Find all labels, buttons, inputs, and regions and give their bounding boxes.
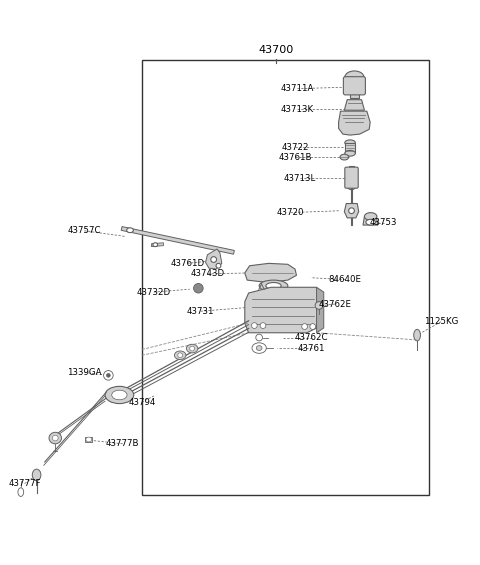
Ellipse shape [174, 351, 186, 359]
Text: 43711A: 43711A [281, 84, 314, 93]
Ellipse shape [260, 323, 266, 328]
Ellipse shape [211, 257, 216, 262]
Polygon shape [245, 263, 297, 282]
Polygon shape [121, 227, 234, 254]
Bar [350, 92, 359, 98]
Polygon shape [152, 243, 163, 246]
Ellipse shape [107, 373, 110, 377]
Ellipse shape [364, 212, 377, 220]
Ellipse shape [252, 323, 257, 328]
Ellipse shape [252, 343, 266, 353]
Polygon shape [344, 203, 359, 218]
Bar [85, 437, 92, 442]
Text: 43753: 43753 [370, 218, 397, 227]
Text: 43722: 43722 [281, 142, 309, 151]
Ellipse shape [105, 386, 134, 403]
Text: 84640E: 84640E [329, 275, 362, 284]
FancyBboxPatch shape [345, 167, 358, 188]
Text: 43700: 43700 [258, 45, 294, 55]
Ellipse shape [186, 344, 198, 353]
Text: 43713L: 43713L [284, 173, 316, 182]
Polygon shape [317, 287, 324, 333]
Ellipse shape [49, 432, 61, 444]
Ellipse shape [266, 282, 281, 289]
FancyBboxPatch shape [343, 77, 365, 95]
Ellipse shape [190, 346, 194, 351]
Polygon shape [245, 287, 322, 333]
Text: 43743D: 43743D [191, 270, 225, 279]
Ellipse shape [340, 154, 348, 160]
Polygon shape [344, 99, 364, 110]
Ellipse shape [348, 208, 354, 214]
Ellipse shape [52, 435, 58, 441]
Text: 43757C: 43757C [68, 227, 101, 235]
Text: 43777F: 43777F [8, 479, 41, 488]
Ellipse shape [18, 488, 24, 497]
Bar [350, 187, 352, 225]
Text: 1339GA: 1339GA [67, 368, 102, 377]
Text: 1125KG: 1125KG [424, 317, 458, 326]
Text: 43761: 43761 [298, 344, 325, 353]
Text: 43794: 43794 [128, 398, 156, 407]
Ellipse shape [310, 324, 316, 329]
Ellipse shape [414, 329, 420, 341]
Ellipse shape [345, 140, 355, 146]
Ellipse shape [216, 263, 221, 268]
Text: 43777B: 43777B [106, 440, 140, 448]
Polygon shape [205, 249, 222, 269]
Ellipse shape [315, 302, 323, 309]
Ellipse shape [32, 469, 41, 481]
Ellipse shape [345, 71, 364, 84]
Ellipse shape [104, 371, 113, 380]
Ellipse shape [178, 353, 182, 358]
Text: 43761D: 43761D [170, 259, 204, 268]
Text: 43762E: 43762E [318, 299, 351, 308]
Ellipse shape [86, 437, 92, 442]
Polygon shape [338, 111, 370, 135]
Ellipse shape [193, 284, 203, 293]
Ellipse shape [366, 219, 375, 225]
Text: 43713K: 43713K [281, 105, 314, 114]
Text: 43731: 43731 [187, 307, 215, 316]
Text: 43732D: 43732D [137, 288, 171, 297]
Text: 43720: 43720 [277, 208, 304, 217]
Bar [142, 60, 429, 496]
Ellipse shape [347, 206, 356, 215]
Polygon shape [363, 216, 378, 225]
Ellipse shape [127, 228, 133, 233]
Text: 43762C: 43762C [295, 333, 328, 342]
Ellipse shape [256, 334, 263, 341]
Ellipse shape [256, 346, 262, 350]
Ellipse shape [302, 324, 308, 329]
Ellipse shape [112, 390, 127, 400]
Ellipse shape [345, 150, 355, 156]
Bar [345, 143, 355, 153]
Bar [349, 166, 354, 168]
Text: 43761B: 43761B [278, 153, 312, 162]
Ellipse shape [153, 243, 157, 246]
Ellipse shape [348, 184, 355, 190]
Ellipse shape [259, 280, 288, 292]
